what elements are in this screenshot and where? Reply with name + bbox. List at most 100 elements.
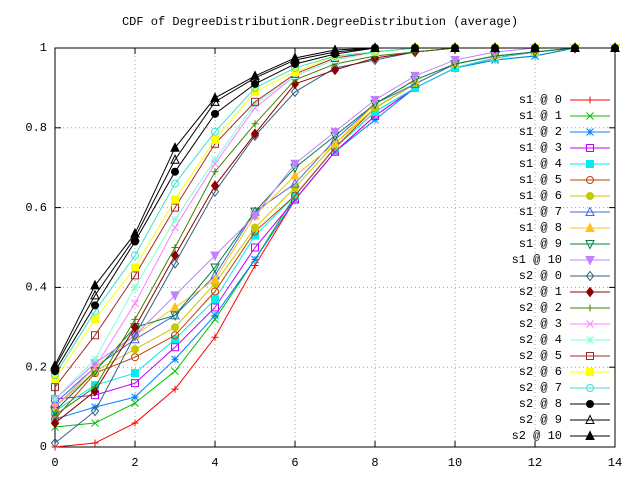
legend-label: s2 @ 3 — [519, 317, 562, 331]
data-point — [210, 127, 220, 136]
data-point — [250, 128, 260, 140]
data-point — [91, 439, 99, 447]
legend-label: s2 @ 6 — [519, 365, 562, 379]
data-point — [211, 333, 219, 341]
data-point — [570, 42, 580, 52]
data-point — [170, 179, 180, 188]
data-point — [131, 399, 139, 407]
data-point — [290, 52, 300, 62]
data-point — [211, 303, 219, 312]
legend-label: s1 @ 2 — [519, 125, 562, 139]
legend-label: s1 @ 4 — [519, 157, 562, 171]
data-point — [171, 367, 179, 376]
data-point — [131, 419, 139, 427]
data-point — [91, 355, 99, 364]
data-point — [51, 395, 59, 403]
legend-marker — [585, 400, 595, 408]
data-point — [131, 379, 139, 388]
legend-label: s2 @ 2 — [519, 301, 562, 315]
data-point — [370, 42, 380, 52]
data-point — [171, 223, 179, 232]
data-point — [410, 42, 420, 52]
legend-marker — [585, 256, 595, 266]
data-point — [210, 92, 220, 102]
y-tick-label: 0.4 — [25, 281, 47, 295]
legend-label: s2 @ 10 — [512, 429, 562, 443]
y-tick-label: 1 — [40, 41, 47, 55]
legend-label: s2 @ 8 — [519, 397, 562, 411]
chart-title: CDF of DegreeDistributionR.DegreeDistrib… — [122, 15, 518, 29]
data-point — [131, 271, 139, 280]
data-point — [210, 109, 220, 118]
data-point — [170, 323, 180, 332]
data-point — [610, 42, 620, 52]
data-point — [171, 385, 179, 393]
legend-marker — [586, 320, 594, 328]
legend-marker — [585, 222, 595, 232]
data-point — [171, 215, 179, 224]
data-point — [450, 55, 460, 66]
data-point — [90, 405, 100, 417]
data-point — [170, 331, 180, 340]
data-point — [91, 419, 99, 427]
data-point — [330, 64, 340, 76]
y-tick-label: 0 — [40, 440, 47, 454]
data-point — [90, 279, 100, 290]
data-point — [131, 315, 139, 323]
data-point — [170, 250, 180, 261]
data-point — [50, 417, 60, 429]
data-point — [171, 195, 179, 204]
data-point — [330, 44, 340, 54]
data-point — [171, 343, 179, 352]
legend-marker — [586, 144, 594, 152]
data-point — [91, 363, 99, 372]
data-point — [130, 353, 140, 362]
x-tick-label: 10 — [448, 456, 462, 470]
x-tick-label: 2 — [131, 456, 138, 470]
data-point — [251, 261, 259, 269]
legend-label: s2 @ 4 — [519, 333, 562, 347]
x-tick-label: 12 — [528, 456, 542, 470]
data-point — [410, 71, 420, 82]
y-tick-label: 0.2 — [25, 360, 47, 374]
legend-marker — [585, 286, 595, 298]
data-point — [490, 42, 500, 52]
legend-label: s1 @ 5 — [519, 173, 562, 187]
data-point — [290, 191, 300, 200]
data-point — [171, 203, 179, 212]
data-point — [290, 86, 300, 98]
legend-label: s1 @ 3 — [519, 141, 562, 155]
legend-marker — [585, 414, 595, 424]
data-point — [211, 295, 219, 304]
data-point — [290, 178, 300, 188]
legend-marker — [585, 176, 595, 184]
legend-label: s2 @ 9 — [519, 413, 562, 427]
legend-label: s1 @ 8 — [519, 221, 562, 235]
data-point — [130, 345, 140, 354]
legend-label: s1 @ 0 — [519, 93, 562, 107]
data-point — [51, 403, 59, 411]
data-point — [250, 70, 260, 80]
data-point — [130, 321, 140, 333]
data-point — [91, 331, 99, 340]
data-point — [131, 369, 139, 378]
data-point — [250, 211, 260, 222]
legend-marker — [586, 160, 594, 168]
data-point — [450, 42, 460, 52]
legend-marker — [586, 128, 594, 136]
data-point — [170, 311, 180, 321]
data-point — [251, 243, 259, 252]
y-tick-label: 0.6 — [25, 201, 47, 215]
legend-label: s2 @ 0 — [519, 269, 562, 283]
data-point — [251, 100, 259, 108]
data-point — [51, 411, 59, 419]
legend-label: s1 @ 10 — [512, 253, 562, 267]
data-point — [211, 135, 219, 144]
data-point — [330, 138, 340, 148]
legend-label: s2 @ 1 — [519, 285, 562, 299]
data-point — [210, 273, 220, 284]
legend-marker — [586, 336, 594, 344]
legend-label: s1 @ 1 — [519, 109, 562, 123]
data-point — [251, 120, 259, 128]
